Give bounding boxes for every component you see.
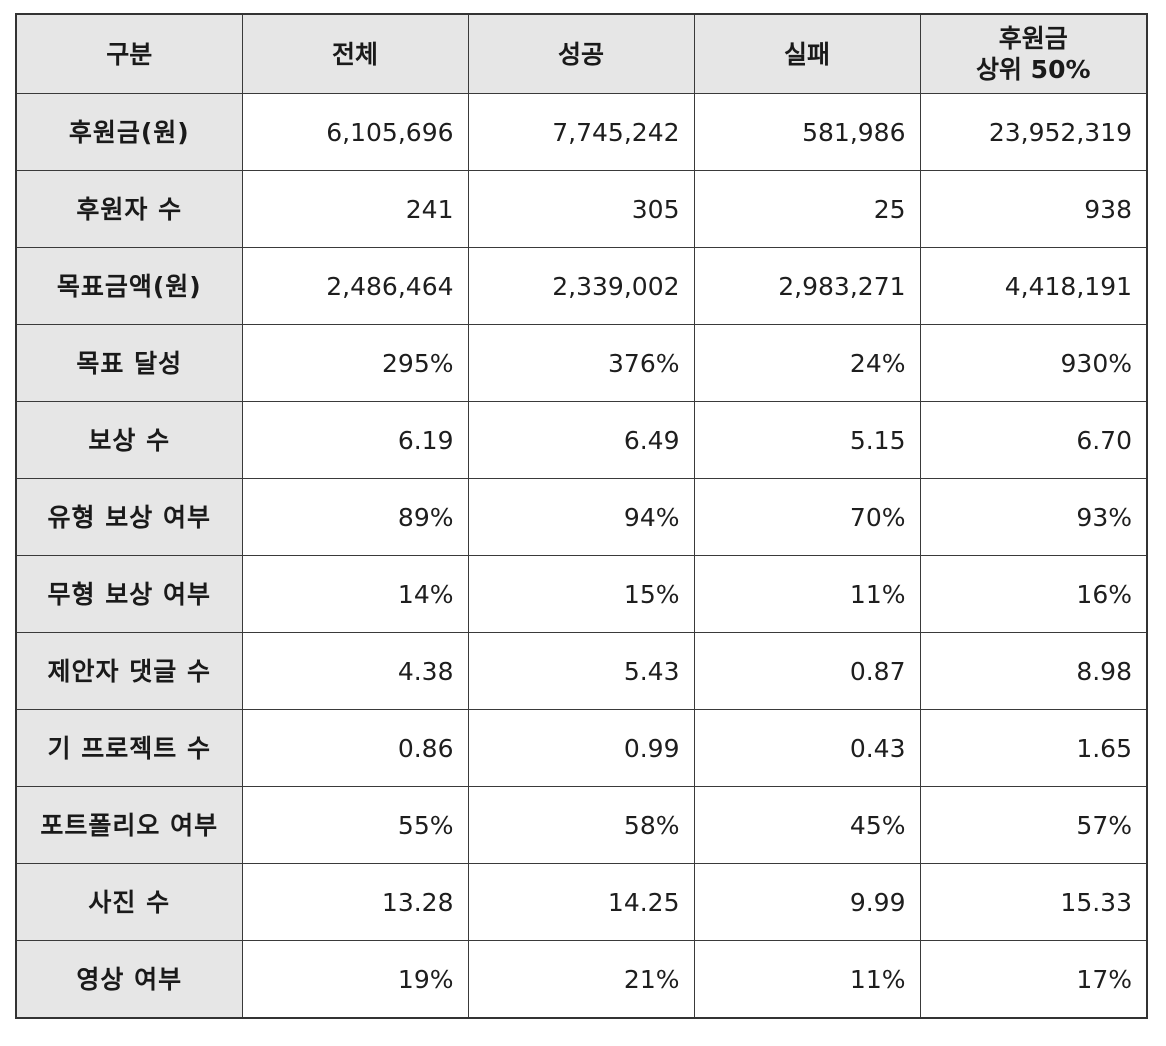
cell-success: 21% [467, 940, 695, 1019]
cell-failure: 70% [693, 478, 921, 556]
table-row: 보상 수 6.19 6.49 5.15 6.70 [15, 401, 1148, 479]
cell-top-50: 1.65 [919, 709, 1148, 787]
table-row: 기 프로젝트 수 0.86 0.99 0.43 1.65 [15, 709, 1148, 787]
cell-top-50: 17% [919, 940, 1148, 1019]
cell-top-50: 15.33 [919, 863, 1148, 941]
header-row: 구분 전체 성공 실패 후원금 상위 50% [15, 13, 1148, 94]
table-row: 제안자 댓글 수 4.38 5.43 0.87 8.98 [15, 632, 1148, 710]
cell-success: 5.43 [467, 632, 695, 710]
cell-all: 6.19 [241, 401, 469, 479]
cell-all: 19% [241, 940, 469, 1019]
table-row: 사진 수 13.28 14.25 9.99 15.33 [15, 863, 1148, 941]
table-row: 목표금액(원) 2,486,464 2,339,002 2,983,271 4,418,… [15, 247, 1148, 325]
cell-success: 14.25 [467, 863, 695, 941]
cell-top-50: 16% [919, 555, 1148, 633]
table-header: 구분 전체 성공 실패 후원금 상위 50% [15, 13, 1148, 94]
cell-top-50: 938 [919, 170, 1148, 248]
row-label: 목표 달성 [15, 324, 243, 402]
cell-top-50: 57% [919, 786, 1148, 864]
cell-top-50: 4,418,191 [919, 247, 1148, 325]
cell-top-50: 23,952,319 [919, 93, 1148, 171]
cell-failure: 581,986 [693, 93, 921, 171]
cell-all: 295% [241, 324, 469, 402]
cell-top-50: 8.98 [919, 632, 1148, 710]
header-failure: 실패 [693, 13, 921, 94]
header-category: 구분 [15, 13, 243, 94]
row-label: 무형 보상 여부 [15, 555, 243, 633]
row-label: 보상 수 [15, 401, 243, 479]
cell-all: 4.38 [241, 632, 469, 710]
cell-top-50: 6.70 [919, 401, 1148, 479]
cell-all: 55% [241, 786, 469, 864]
header-top-50-line1: 후원금 [998, 24, 1068, 53]
cell-success: 94% [467, 478, 695, 556]
cell-top-50: 93% [919, 478, 1148, 556]
cell-all: 241 [241, 170, 469, 248]
cell-failure: 0.43 [693, 709, 921, 787]
cell-success: 7,745,242 [467, 93, 695, 171]
comparison-table: 구분 전체 성공 실패 후원금 상위 50% 후원금(원) 6,105,696 7,… [15, 13, 1148, 1019]
row-label: 후원자 수 [15, 170, 243, 248]
cell-all: 89% [241, 478, 469, 556]
cell-top-50: 930% [919, 324, 1148, 402]
table-row: 목표 달성 295% 376% 24% 930% [15, 324, 1148, 402]
cell-success: 58% [467, 786, 695, 864]
cell-success: 0.99 [467, 709, 695, 787]
cell-all: 2,486,464 [241, 247, 469, 325]
table-body: 후원금(원) 6,105,696 7,745,242 581,986 23,952,31… [15, 93, 1148, 1019]
cell-all: 0.86 [241, 709, 469, 787]
row-label: 사진 수 [15, 863, 243, 941]
row-label: 목표금액(원) [15, 247, 243, 325]
row-label: 후원금(원) [15, 93, 243, 171]
cell-failure: 25 [693, 170, 921, 248]
table-row: 유형 보상 여부 89% 94% 70% 93% [15, 478, 1148, 556]
row-label: 제안자 댓글 수 [15, 632, 243, 710]
header-top-50: 후원금 상위 50% [919, 13, 1148, 94]
cell-failure: 9.99 [693, 863, 921, 941]
cell-success: 305 [467, 170, 695, 248]
cell-failure: 24% [693, 324, 921, 402]
header-top-50-line2: 상위 50% [975, 55, 1091, 84]
cell-all: 6,105,696 [241, 93, 469, 171]
cell-all: 13.28 [241, 863, 469, 941]
table-row: 무형 보상 여부 14% 15% 11% 16% [15, 555, 1148, 633]
cell-success: 2,339,002 [467, 247, 695, 325]
table-row: 후원금(원) 6,105,696 7,745,242 581,986 23,952,31… [15, 93, 1148, 171]
cell-success: 376% [467, 324, 695, 402]
row-label: 포트폴리오 여부 [15, 786, 243, 864]
cell-failure: 11% [693, 555, 921, 633]
table-row: 포트폴리오 여부 55% 58% 45% 57% [15, 786, 1148, 864]
header-all: 전체 [241, 13, 469, 94]
row-label: 유형 보상 여부 [15, 478, 243, 556]
table-row: 후원자 수 241 305 25 938 [15, 170, 1148, 248]
row-label: 영상 여부 [15, 940, 243, 1019]
cell-failure: 45% [693, 786, 921, 864]
cell-failure: 5.15 [693, 401, 921, 479]
cell-failure: 2,983,271 [693, 247, 921, 325]
comparison-table-container: 구분 전체 성공 실패 후원금 상위 50% 후원금(원) 6,105,696 7,… [15, 13, 1148, 1019]
cell-all: 14% [241, 555, 469, 633]
cell-success: 15% [467, 555, 695, 633]
row-label: 기 프로젝트 수 [15, 709, 243, 787]
cell-failure: 0.87 [693, 632, 921, 710]
table-row: 영상 여부 19% 21% 11% 17% [15, 940, 1148, 1019]
cell-success: 6.49 [467, 401, 695, 479]
header-success: 성공 [467, 13, 695, 94]
cell-failure: 11% [693, 940, 921, 1019]
